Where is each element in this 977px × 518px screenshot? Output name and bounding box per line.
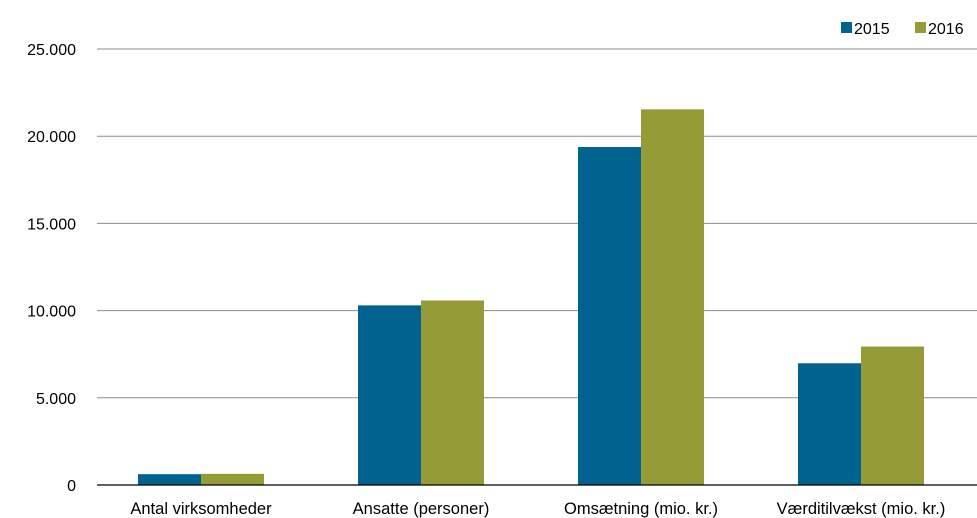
bar-2016-0 bbox=[201, 473, 264, 485]
legend-swatch bbox=[915, 22, 926, 33]
y-axis-ticks: 0 5.000 10.000 15.000 20.000 25.000 bbox=[27, 42, 76, 495]
bar-2015-3 bbox=[798, 363, 861, 485]
bar-2016-1 bbox=[421, 300, 484, 485]
x-tick-label: Ansatte (personer) bbox=[353, 500, 490, 518]
y-tick-label: 10.000 bbox=[27, 304, 76, 321]
x-tick-label: Antal virksomheder bbox=[130, 500, 272, 518]
bar-2015-0 bbox=[138, 474, 201, 485]
legend: 2015 2016 bbox=[841, 21, 964, 38]
y-tick-label: 20.000 bbox=[27, 129, 76, 146]
y-tick-label: 5.000 bbox=[36, 391, 76, 408]
y-tick-label: 15.000 bbox=[27, 216, 76, 233]
x-tick-label: Værditilvækst (mio. kr.) bbox=[777, 500, 946, 518]
bar-2015-2 bbox=[578, 147, 641, 485]
x-axis-labels: Antal virksomheder Ansatte (personer) Omsæ… bbox=[130, 500, 945, 518]
legend-label: 2016 bbox=[928, 21, 964, 38]
legend-label: 2015 bbox=[854, 21, 890, 38]
gridlines bbox=[97, 48, 977, 399]
bar-2015-1 bbox=[358, 305, 421, 485]
bar-2016-2 bbox=[641, 109, 704, 485]
bar-2016-3 bbox=[861, 346, 924, 485]
x-tick-label: Omsætning (mio. kr.) bbox=[564, 500, 718, 518]
bars bbox=[138, 109, 924, 485]
y-tick-label: 25.000 bbox=[27, 42, 76, 59]
y-tick-label: 0 bbox=[67, 478, 76, 495]
legend-swatch bbox=[841, 22, 852, 33]
